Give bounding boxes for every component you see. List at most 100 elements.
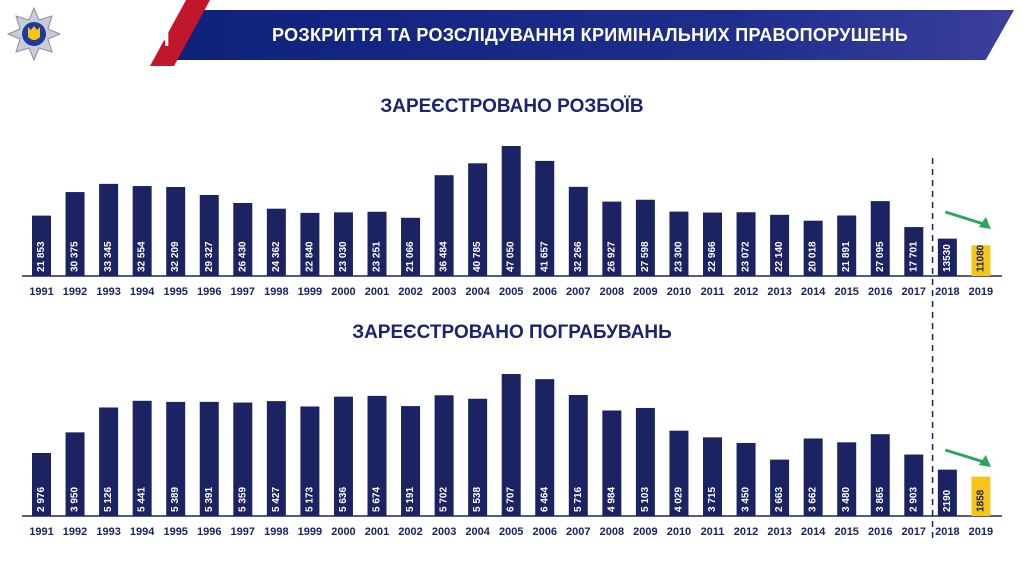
data-label: 3 865 (875, 487, 886, 512)
x-tick-label: 2016 (868, 286, 892, 298)
data-label: 5 538 (472, 487, 483, 512)
bar-2016 (870, 434, 890, 516)
data-label: 47 050 (506, 241, 517, 272)
bar-2002 (401, 217, 421, 276)
header-banner: НАЦІОНАЛЬНА ПОЛІЦІЯ РОЗКРИТТЯ ТА РОЗСЛІД… (0, 0, 1024, 66)
data-label: 5 191 (405, 487, 416, 512)
data-label: 36 484 (439, 241, 450, 272)
data-label: 26 927 (606, 241, 617, 272)
bar-2019 (971, 476, 991, 516)
x-tick-label: 2014 (801, 526, 826, 538)
bar-2000 (333, 396, 353, 516)
trend-arrow-icon (944, 448, 985, 464)
x-tick-label: 2015 (834, 286, 858, 298)
data-label: 2 976 (36, 487, 47, 512)
x-tick-label: 1993 (96, 526, 120, 538)
x-tick-label: 1992 (63, 526, 87, 538)
bar-2001 (367, 395, 387, 516)
data-label: 11080 (975, 244, 986, 272)
bar-1995 (166, 401, 186, 516)
bar-2011 (703, 212, 722, 276)
bar-2012 (736, 212, 756, 276)
data-label: 21 853 (36, 241, 47, 272)
x-tick-label: 2004 (465, 286, 490, 298)
data-label: 3 450 (741, 487, 752, 512)
x-tick-label: 2002 (398, 526, 422, 538)
bar-1997 (233, 402, 253, 516)
data-label: 5 126 (103, 487, 114, 512)
x-tick-label: 2007 (566, 526, 590, 538)
x-tick-label: 2007 (566, 286, 590, 298)
bar-2001 (367, 211, 387, 276)
data-label: 23 072 (741, 241, 752, 272)
header-band (70, 10, 1014, 60)
bar-1994 (132, 186, 152, 276)
x-tick-label: 1994 (130, 526, 155, 538)
data-label: 5 103 (640, 487, 651, 512)
police-star-badge-icon (6, 6, 62, 62)
bar-2006 (535, 160, 555, 276)
page-title: РОЗКРИТТЯ ТА РОЗСЛІДУВАННЯ КРИМІНАЛЬНИХ … (272, 25, 908, 45)
data-label: 6 464 (539, 487, 550, 512)
bar-2009 (635, 199, 655, 276)
bar-2014 (803, 220, 823, 276)
bar-2005 (501, 146, 521, 276)
x-tick-label: 2019 (969, 526, 993, 538)
data-label: 3 950 (70, 487, 81, 512)
bar-1992 (65, 432, 85, 516)
x-tick-label: 1991 (29, 526, 53, 538)
x-tick-label: 2009 (633, 526, 657, 538)
data-label: 21 891 (841, 241, 852, 272)
x-tick-label: 2010 (667, 526, 691, 538)
x-tick-label: 1996 (197, 526, 221, 538)
bar-2007 (568, 394, 588, 516)
x-tick-label: 1998 (264, 286, 288, 298)
data-label: 27 095 (875, 241, 886, 272)
bar-1996 (199, 194, 219, 276)
bar-2010 (669, 211, 689, 276)
bar-2018 (937, 469, 957, 516)
data-label: 22 840 (304, 241, 315, 272)
data-label: 3 662 (808, 487, 819, 512)
bar-1999 (300, 212, 320, 276)
x-tick-label: 2019 (969, 286, 993, 298)
bar-2005 (501, 374, 521, 516)
bar-1998 (266, 208, 286, 276)
data-label: 22 966 (707, 241, 718, 272)
logo-label-police: ПОЛІЦІЯ (82, 28, 170, 51)
data-label: 2 663 (774, 487, 785, 512)
x-tick-label: 2012 (734, 286, 758, 298)
data-label: 33 345 (103, 241, 114, 272)
x-tick-label: 2008 (600, 286, 624, 298)
x-tick-label: 2000 (331, 526, 355, 538)
data-label: 41 657 (539, 241, 550, 272)
data-label: 3 715 (707, 487, 718, 512)
data-label: 2190 (942, 489, 953, 512)
data-label: 2 903 (908, 487, 919, 512)
bar-2010 (669, 430, 689, 516)
x-tick-label: 2018 (935, 526, 959, 538)
chart-title-thefts: ЗАРЕЄСТРОВАНО ПОГРАБУВАНЬ (352, 322, 672, 343)
x-tick-label: 2004 (465, 526, 490, 538)
x-tick-label: 1999 (298, 286, 322, 298)
data-label: 20 018 (808, 241, 819, 272)
data-label: 5 441 (137, 487, 148, 512)
logo-label-national: НАЦІОНАЛЬНА (84, 16, 161, 27)
data-label: 29 327 (204, 241, 215, 272)
x-tick-label: 2003 (432, 286, 456, 298)
data-label: 26 430 (237, 241, 248, 272)
bar-2003 (434, 395, 454, 516)
x-tick-label: 1996 (197, 286, 221, 298)
data-label: 4 029 (673, 487, 684, 512)
data-label: 17 701 (908, 241, 919, 272)
x-tick-label: 2000 (331, 286, 355, 298)
data-label: 27 598 (640, 241, 651, 272)
x-tick-label: 1991 (29, 286, 53, 298)
data-label: 13530 (942, 244, 953, 272)
data-label: 23 251 (372, 241, 383, 272)
bar-2017 (904, 227, 924, 276)
x-tick-label: 2017 (902, 286, 926, 298)
x-tick-label: 2001 (365, 526, 389, 538)
bar-1992 (65, 192, 85, 276)
bar-1995 (166, 187, 186, 276)
